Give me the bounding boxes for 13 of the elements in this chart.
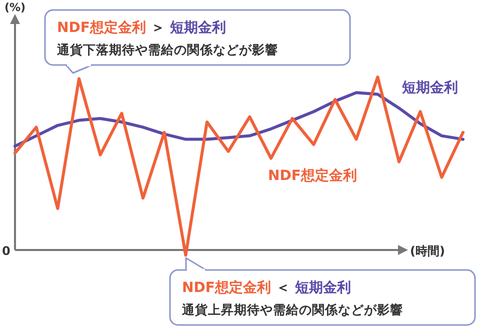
text: 通貨下落期待や需給の関係などが影響	[56, 42, 278, 57]
x-axis-title: (時間)	[410, 244, 445, 258]
text: NDF想定金利	[57, 19, 146, 36]
text: ＞	[150, 20, 165, 36]
text: 通貨上昇期待や需給の関係などが影響	[181, 302, 403, 317]
series-label: NDF想定金利	[268, 167, 357, 184]
series-label: 短期金利	[401, 80, 458, 96]
text: NDF想定金利	[182, 279, 271, 296]
text: (%)	[4, 1, 26, 14]
text: 短期金利	[294, 280, 351, 296]
text: ＜	[276, 280, 290, 296]
annotation: 0	[2, 244, 10, 258]
text: 短期金利	[168, 20, 226, 36]
